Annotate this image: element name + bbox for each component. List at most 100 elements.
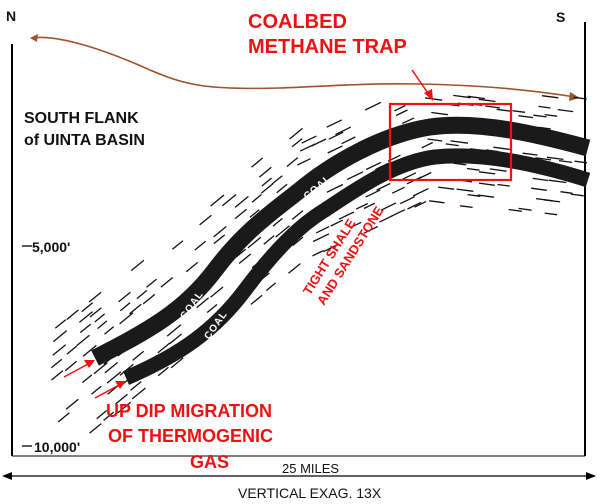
shale-dash [130, 259, 145, 272]
shale-dash [391, 186, 405, 194]
shale-dash [288, 263, 301, 274]
migration-arrow-lower-head [115, 381, 126, 389]
shale-dash [548, 179, 567, 184]
shale-dash [106, 371, 122, 384]
shale-dash [291, 210, 304, 220]
shale-dash [129, 303, 142, 315]
shale-dash [66, 345, 78, 355]
shale-dash [346, 171, 364, 181]
shale-dash [512, 110, 526, 113]
shale-dash [213, 234, 226, 245]
vertical-exaggeration-label: VERTICAL EXAG. 13X [238, 485, 382, 501]
migration-label-line2: OF THERMOGENIC [108, 426, 273, 446]
migration-label-line3: GAS [190, 452, 229, 472]
shale-dash [330, 219, 344, 227]
shale-dash [234, 208, 248, 220]
shale-dash [421, 141, 433, 149]
migration-arrow-upper-line [63, 362, 91, 378]
shale-dash [132, 350, 145, 361]
shale-dash [271, 175, 283, 185]
shale-dash [453, 162, 467, 166]
shale-dash [456, 188, 474, 192]
shale-dash [541, 95, 559, 99]
shale-dash [560, 191, 573, 194]
shale-dash [169, 333, 183, 345]
shale-dash [249, 209, 260, 218]
shale-dash [94, 313, 106, 323]
shale-dash [375, 162, 390, 171]
shale-dash [401, 117, 415, 125]
shale-dash [379, 215, 393, 223]
shale-dash [394, 104, 406, 112]
shale-dash [286, 157, 299, 168]
shale-dash [416, 171, 432, 180]
shale-dash [323, 243, 340, 253]
migration-arrow-upper-head [84, 360, 95, 368]
shale-dash [76, 334, 90, 347]
shale-dash [57, 412, 70, 423]
shale-dash [64, 360, 78, 372]
scale-arrow-right [586, 472, 596, 480]
shale-dash [118, 291, 131, 303]
shale-dash [142, 293, 156, 305]
shale-dash [119, 312, 134, 325]
shale-dash [130, 381, 142, 391]
shale-dash [460, 205, 473, 209]
shale-dash [363, 202, 376, 210]
shale-dash [206, 303, 218, 314]
shale-dash [543, 199, 561, 203]
shale-dash [328, 131, 344, 140]
trap-title-line1: COALBED [248, 11, 347, 33]
shale-dash [380, 202, 397, 211]
shale-dash [265, 282, 277, 292]
horizontal-scale-label: 25 MILES [282, 461, 339, 476]
shale-dash [573, 96, 587, 100]
shale-dash [531, 187, 547, 191]
shale-dash [117, 401, 132, 414]
shale-dash [327, 145, 343, 154]
basin-label-line1: SOUTH FLANK [24, 110, 139, 127]
shale-dash [364, 101, 382, 111]
shale-dash [478, 182, 495, 186]
shale-dash [390, 209, 406, 217]
basin-label-line2: of UINTA BASIN [24, 132, 145, 149]
shale-dash [194, 240, 207, 251]
shale-dash [88, 291, 102, 303]
shale-dash [363, 225, 378, 234]
shale-dash [312, 233, 330, 243]
depth-label-5000: 5,000' [32, 239, 70, 255]
shale-dash [326, 183, 344, 193]
upper-coal-seam [91, 116, 591, 366]
scale-arrow-left [2, 472, 12, 480]
shale-dash [263, 235, 275, 245]
shale-dash [292, 236, 304, 247]
shale-dash [399, 196, 415, 205]
shale-dash [119, 302, 131, 312]
shale-dash [335, 126, 352, 136]
shale-dash [453, 94, 471, 99]
shale-dash [315, 226, 330, 234]
shale-dash [412, 188, 429, 197]
shale-dash [355, 202, 369, 210]
shale-dash [251, 157, 264, 168]
shale-dash [326, 119, 343, 128]
shale-dash [250, 294, 263, 305]
shale-dash [272, 217, 283, 227]
shale-dash [493, 146, 511, 151]
shale-dash [275, 225, 290, 238]
shale-dash [489, 168, 507, 172]
shale-dash [570, 193, 584, 197]
shale-dash [574, 160, 588, 164]
shale-dash [349, 221, 362, 229]
shale-dash [52, 344, 67, 356]
shale-dash [466, 167, 480, 171]
shale-dash [66, 309, 79, 321]
shale-dash [544, 113, 558, 117]
shale-dash [213, 225, 227, 238]
shale-dash [424, 97, 443, 101]
north-label: N [6, 8, 16, 24]
shale-dash [431, 111, 448, 116]
shale-dash [93, 362, 108, 375]
